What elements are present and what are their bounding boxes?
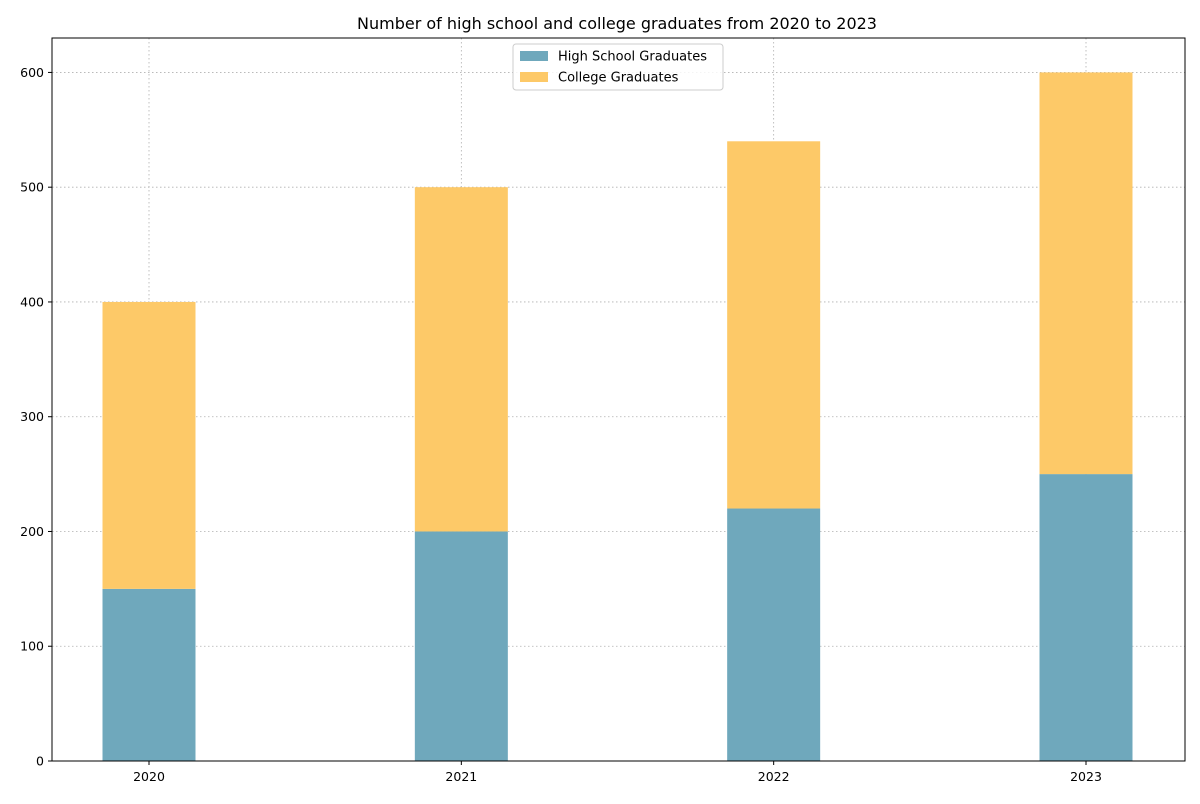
- bar-high-school-2022: [727, 508, 821, 761]
- bar-college-2022: [727, 141, 821, 509]
- bar-college-2021: [414, 187, 508, 532]
- bar-college-2020: [102, 301, 196, 589]
- bar-college-2023: [1039, 72, 1133, 475]
- x-tick-label: 2023: [1070, 769, 1102, 784]
- axes: 0 100 200 300 400 500 600 2020 2021 2022 2023: [20, 65, 1102, 784]
- y-tick-label: 100: [20, 639, 44, 654]
- legend: High School Graduates College Graduates: [512, 43, 724, 91]
- legend-label-college: College Graduates: [558, 71, 679, 86]
- legend-swatch-high-school: [520, 51, 548, 61]
- legend-box: [512, 43, 724, 91]
- y-tick-label: 300: [20, 409, 44, 424]
- y-tick-label: 0: [36, 754, 44, 769]
- y-tick-label: 200: [20, 524, 44, 539]
- chart-title: Number of high school and college gradua…: [357, 14, 877, 33]
- y-tick-label: 400: [20, 294, 44, 309]
- y-tick-label: 500: [20, 180, 44, 195]
- x-tick-label: 2021: [445, 769, 477, 784]
- legend-swatch-college: [520, 72, 548, 82]
- y-tick-label: 600: [20, 65, 44, 80]
- legend-label-high-school: High School Graduates: [558, 50, 707, 65]
- x-tick-label: 2020: [133, 769, 165, 784]
- bars: [102, 72, 1133, 761]
- x-tick-label: 2022: [758, 769, 790, 784]
- bar-high-school-2020: [102, 588, 196, 761]
- grid-lines: [52, 38, 1185, 761]
- bar-high-school-2023: [1039, 474, 1133, 761]
- bar-high-school-2021: [414, 531, 508, 761]
- plot-frame: [51, 37, 1186, 762]
